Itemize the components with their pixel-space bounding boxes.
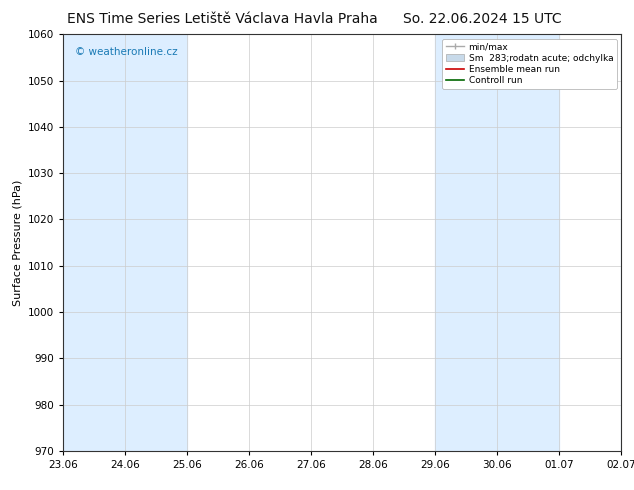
Bar xyxy=(621,34,634,451)
Legend: min/max, Sm  283;rodatn acute; odchylka, Ensemble mean run, Controll run: min/max, Sm 283;rodatn acute; odchylka, … xyxy=(443,39,617,89)
Text: So. 22.06.2024 15 UTC: So. 22.06.2024 15 UTC xyxy=(403,12,561,26)
Y-axis label: Surface Pressure (hPa): Surface Pressure (hPa) xyxy=(13,179,23,306)
Text: © weatheronline.cz: © weatheronline.cz xyxy=(75,47,177,57)
Text: ENS Time Series Letiště Václava Havla Praha: ENS Time Series Letiště Václava Havla Pr… xyxy=(67,12,377,26)
Bar xyxy=(63,34,188,451)
Bar xyxy=(436,34,559,451)
